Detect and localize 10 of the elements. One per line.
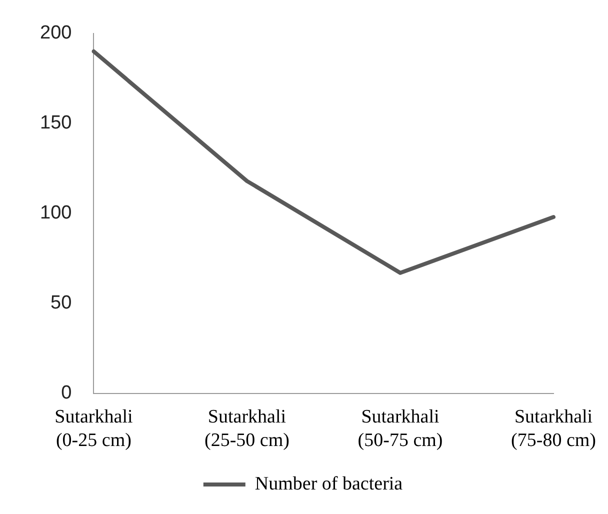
x-tick-label: Sutarkhali (50-75 cm) bbox=[358, 406, 443, 452]
x-tick-label: Sutarkhali (25-50 cm) bbox=[204, 406, 290, 452]
x-tick-label: Sutarkhali (0-25 cm) bbox=[54, 406, 133, 452]
y-tick-label: 50 bbox=[50, 292, 72, 314]
y-tick-label: 200 bbox=[40, 22, 72, 44]
y-tick-label: 150 bbox=[40, 112, 72, 134]
y-tick-label: 0 bbox=[61, 382, 72, 404]
y-tick-label: 100 bbox=[40, 202, 72, 224]
legend-label: Number of bacteria bbox=[254, 473, 404, 494]
x-tick-label: Sutarkhali (75-80 cm) bbox=[511, 406, 596, 452]
